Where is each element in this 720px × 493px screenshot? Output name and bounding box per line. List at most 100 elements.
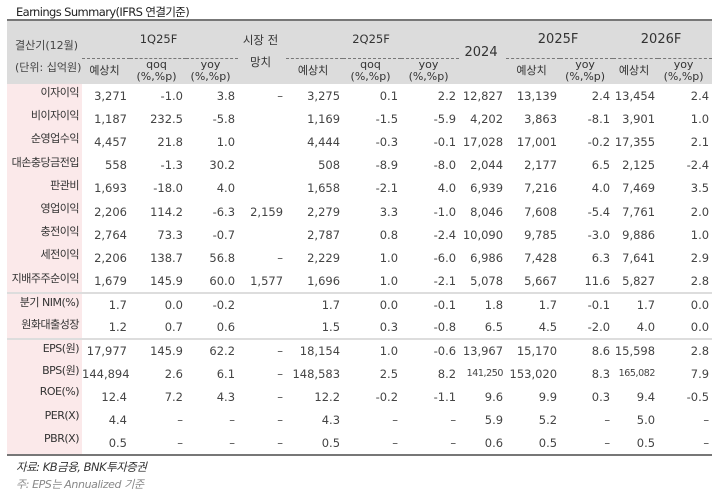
value-cell: 4,202 [470,111,504,126]
value-cell: 8.2 [437,366,457,381]
footnote: 주: EPS는 Annualized 기준 [16,478,144,491]
value-cell: 2.9 [690,250,710,265]
header-2026f: 2026F [613,19,713,59]
value-cell: 13,454 [614,88,656,103]
table-row: 순영업수익 4,457 21.8 1.0 4,444 -0.3 -0.1 17,028 17,0… [7,130,712,154]
value-cell: 8.3 [591,366,611,381]
value-cell: 1,696 [307,273,341,288]
header-qoq: qoq (%,%p) [136,57,177,83]
value-cell: 7.2 [164,390,183,405]
value-cell: 17,355 [614,134,656,149]
header-period-label: 결산기(12월) (단위: 십억원) [7,19,82,84]
table-row: PBR(X) 0.5– – –0.5– –0.6 0.5–0.5– [7,431,713,457]
value-cell: 232.5 [150,111,183,126]
value-cell: 10,090 [462,227,504,242]
value-cell: 15,598 [613,338,659,363]
value-cell: 18,154 [286,338,344,363]
value-cell: -2.1 [375,181,399,196]
header-yoy: yoy (%,%p) [663,57,704,83]
value-cell: 1,577 [250,273,284,288]
value-cell: -0.1 [433,134,457,149]
value-cell: 15,170 [506,338,561,363]
value-cell: – [392,413,399,428]
row-label: 이자이익 [7,84,82,108]
value-cell: 4.3 [321,413,341,428]
value-cell: 0.5 [82,431,130,457]
value-cell: 153,020 [509,366,558,381]
value-cell: 6,939 [470,181,504,196]
row-label: EPS(원) [7,338,82,363]
value-cell: -0.1 [401,291,460,316]
table-row: 영업이익 2,206 114.2 -6.3 2,159 2,279 3.3 -1.0 8,046… [7,199,712,224]
value-cell: -1.0 [160,88,183,103]
row-label: 순영업수익 [7,130,82,154]
value-cell: 7,216 [524,181,558,196]
value-cell: 30.2 [209,158,236,173]
value-cell: 1,187 [94,111,127,126]
table-row: 지배주주순이익 1,679 145.9 60.0 1,577 1,696 1.0 -2.1 5,… [7,269,712,293]
value-cell: -8.9 [375,158,399,173]
value-cell: 7,608 [524,204,558,219]
value-cell: -0.8 [433,319,457,334]
value-cell: 0.0 [130,291,186,316]
value-cell [238,177,286,200]
value-cell: 3,901 [622,111,656,126]
value-cell: 1,693 [94,181,127,196]
value-cell: 9,785 [524,227,558,242]
row-label: 분기 NIM(%) [7,291,82,316]
value-cell [238,154,286,177]
table-row: 원화대출성장 1.2 0.7 0.6 1.5 0.3 -0.8 6.5 4.5 -2.0 4.0 0.… [7,315,712,340]
source-note: 자료: KB금융, BNK투자증권 [16,460,147,474]
value-cell: 0.6 [216,319,236,334]
value-cell: – [560,431,614,457]
header-yoy: yoy (%,%p) [190,57,231,83]
value-cell: -18.0 [153,181,183,196]
value-cell: 4.4 [108,413,127,428]
value-cell: -1.3 [160,158,183,173]
value-cell: -5.4 [587,204,611,219]
value-cell: 4.3 [216,390,236,405]
value-cell: 7,428 [524,250,558,265]
value-cell: 60.0 [209,273,236,288]
value-cell: – [186,431,239,457]
table-row: 대손충당금전입 558 -1.3 30.2 508 -8.9 -8.0 2,044 2,177 6… [7,153,712,177]
row-label: PER(X) [7,408,82,432]
value-cell: 7,761 [622,204,656,219]
value-cell: 21.8 [157,134,183,149]
value-cell: 508 [318,158,341,173]
value-cell: 4.5 [538,319,558,334]
value-cell: 2.8 [690,273,710,288]
value-cell: – [238,431,287,457]
header-market-consensus: 시장 전망치 [238,19,287,84]
value-cell: 0.1 [379,88,399,103]
value-cell: 145.9 [150,273,183,288]
value-cell: 1.0 [690,111,710,126]
value-cell: 1.8 [459,291,507,316]
row-label: 비이자이익 [7,107,82,131]
value-cell: 2,787 [307,227,341,242]
value-cell: 0.3 [591,390,611,405]
table-row: 세전이익 2,206 138.7 56.8 – 2,229 1.0 -6.0 6,986 7,42… [7,246,712,270]
header-yoy: yoy (%,%p) [565,57,606,83]
value-cell: 2,044 [470,158,504,173]
value-cell: 3.3 [379,204,399,219]
value-cell: 12.4 [101,390,127,405]
table-row: 충전이익 2,764 73.3 -0.7 2,787 0.8 -2.4 10,090 9,785… [7,223,712,247]
value-cell: 0.3 [379,319,399,334]
value-cell: 141,250 [466,368,504,380]
value-cell: -2.4 [686,158,710,173]
header-est: 예상치 [297,64,329,78]
value-cell: 7,641 [622,250,656,265]
value-cell: 4.0 [591,181,611,196]
value-cell: 2,177 [524,158,558,173]
value-cell [238,130,286,153]
value-cell: 0.5 [286,431,344,457]
header-yoy: yoy (%,%p) [408,57,449,83]
earnings-summary-table: 결산기(12월) (단위: 십억원) 1Q25F 시장 전망치 2Q25F 202… [7,19,713,457]
value-cell: 1,169 [307,111,341,126]
value-cell: 1.7 [506,291,561,316]
value-cell: 2,206 [94,204,127,219]
value-cell: – [130,431,186,457]
value-cell: 17,028 [462,134,504,149]
value-cell: – [450,413,457,428]
